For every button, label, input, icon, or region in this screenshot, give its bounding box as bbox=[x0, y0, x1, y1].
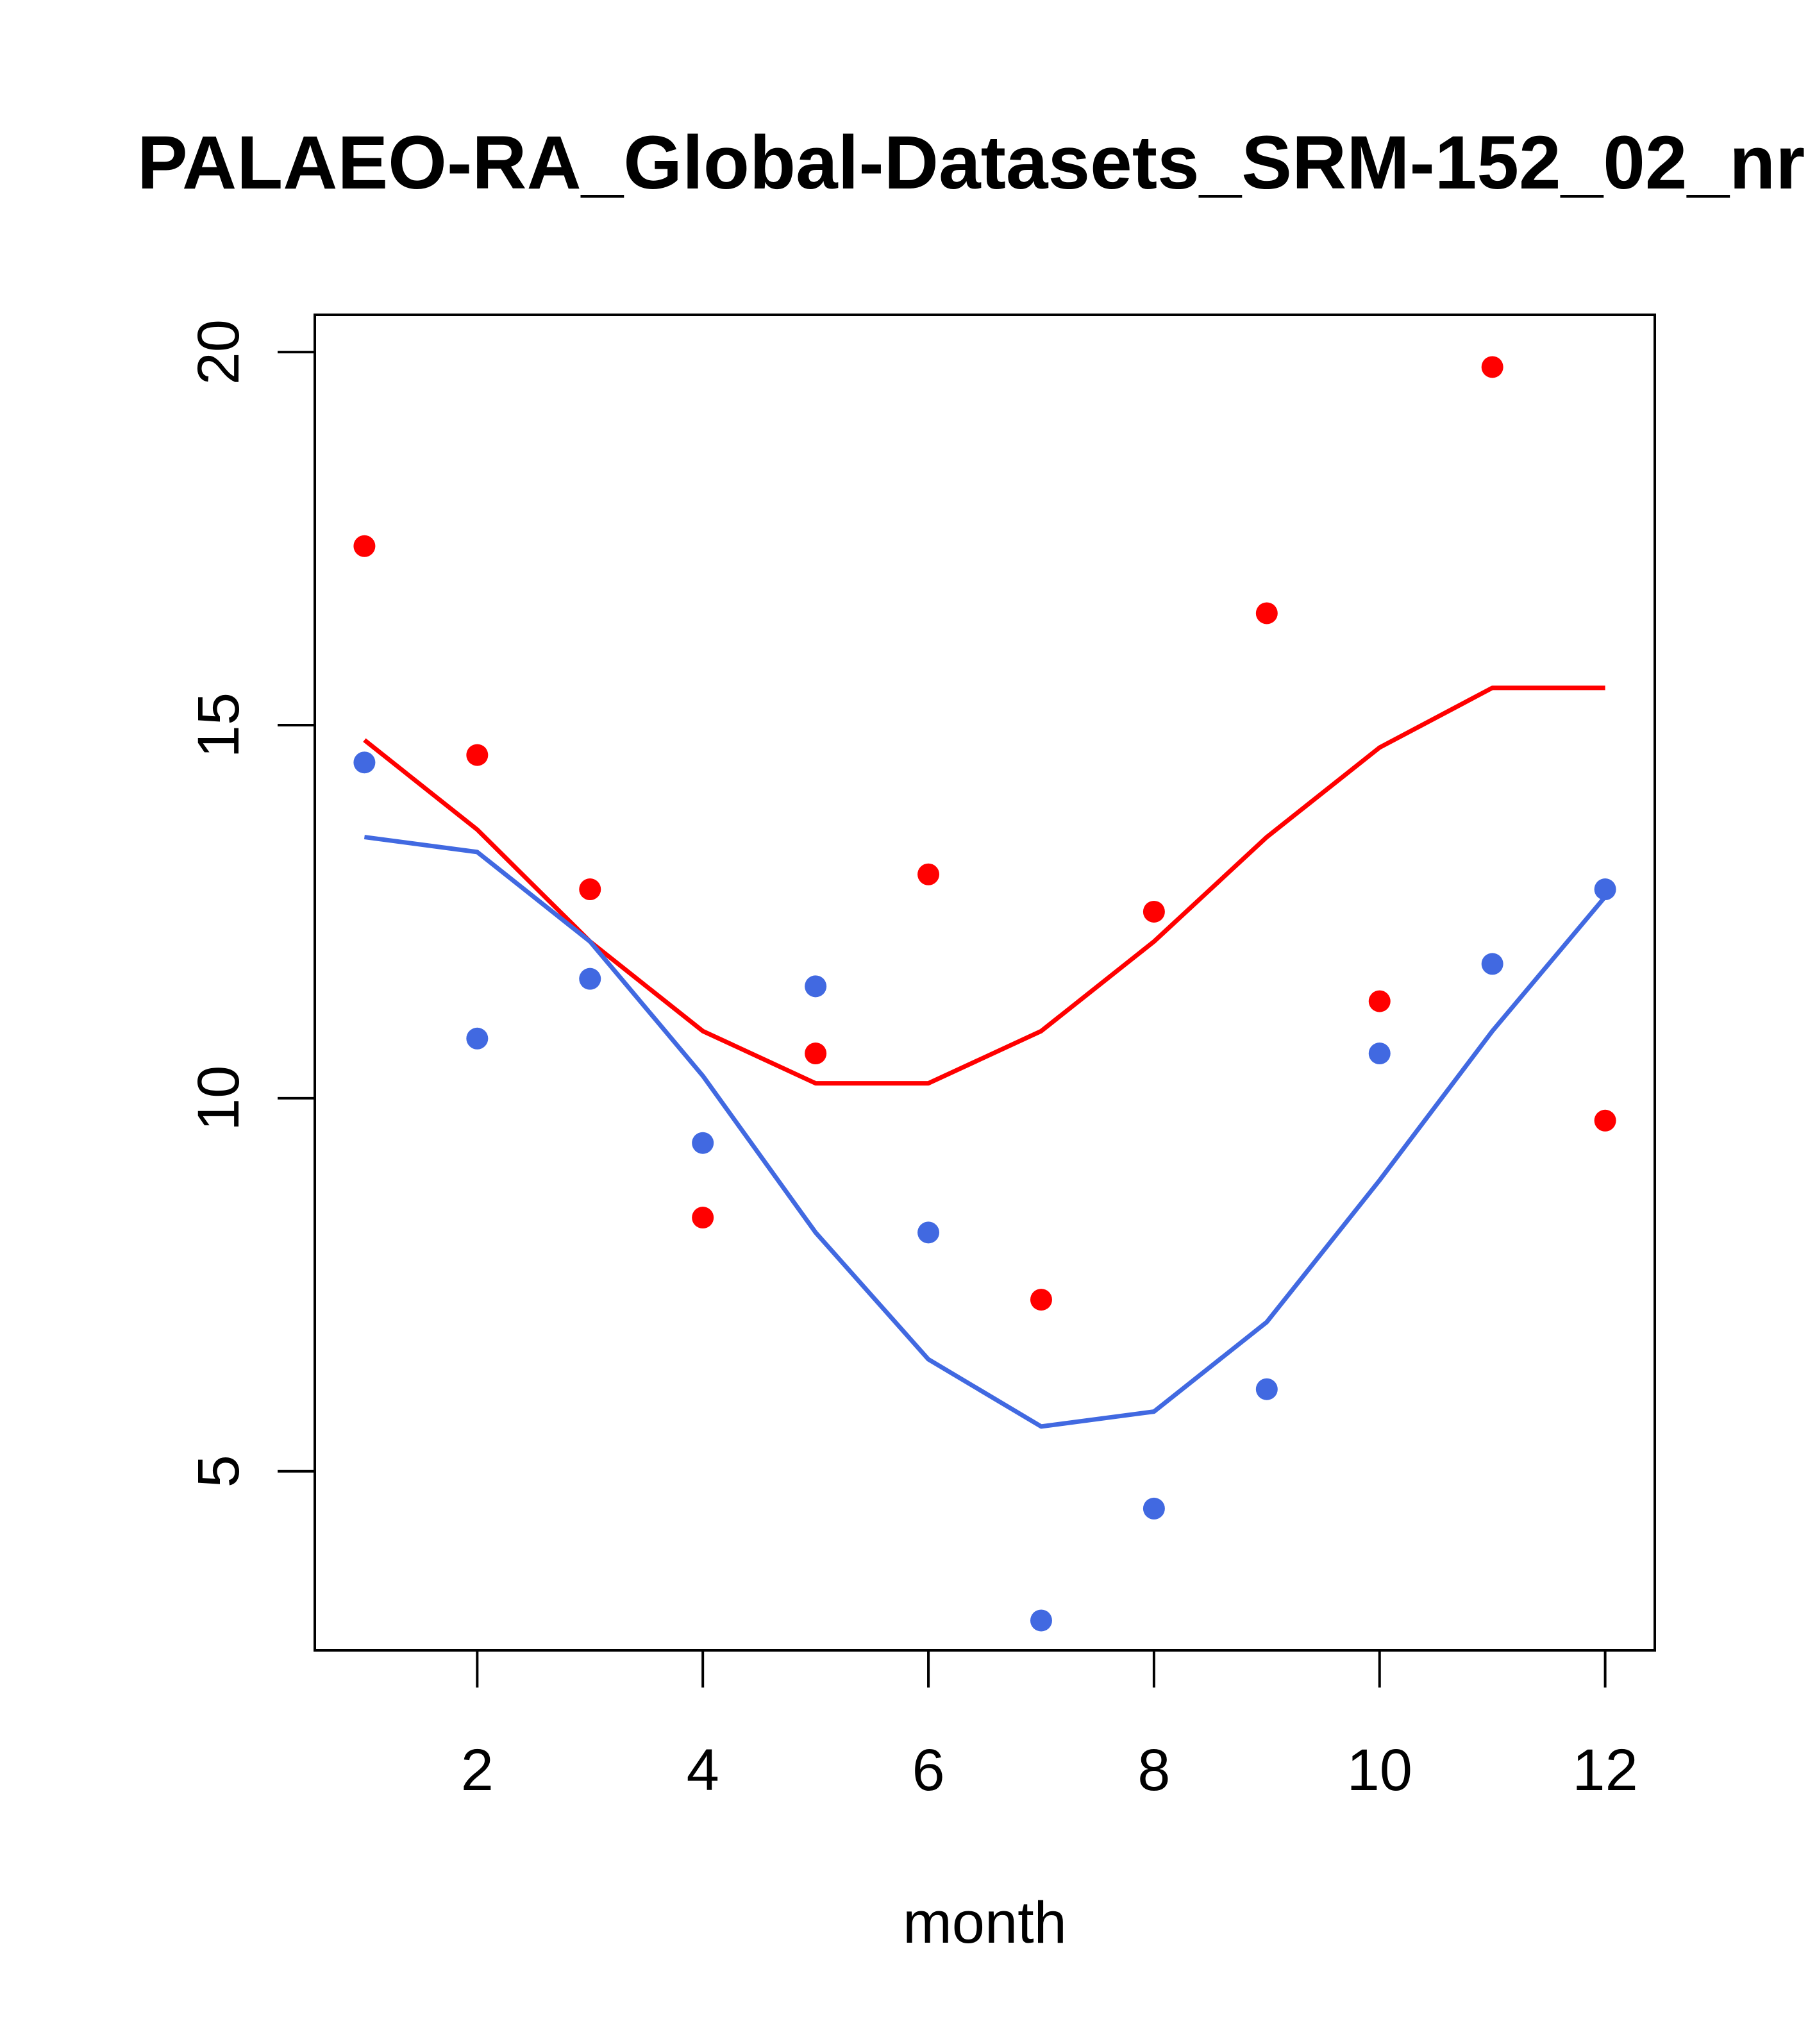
data-point bbox=[917, 863, 940, 885]
x-tick-label: 6 bbox=[912, 1738, 944, 1803]
data-point bbox=[579, 878, 601, 901]
data-point bbox=[1255, 1378, 1278, 1400]
data-point bbox=[917, 1221, 940, 1244]
data-point bbox=[1594, 878, 1616, 901]
data-point bbox=[805, 975, 827, 998]
y-tick-label: 20 bbox=[186, 319, 251, 385]
data-point bbox=[1481, 953, 1503, 975]
data-point bbox=[353, 535, 376, 557]
x-axis: 2 4 6 8 10 12 bbox=[461, 1649, 1638, 1803]
series-line-3 bbox=[364, 835, 1607, 1429]
x-axis-label: month bbox=[903, 1890, 1067, 1956]
data-point bbox=[1481, 356, 1503, 378]
data-point bbox=[692, 1132, 714, 1154]
y-tick-label: 15 bbox=[186, 692, 251, 758]
chart-title: PALAEO-RA_Global-Datasets_SRM-152_02_nr bbox=[137, 121, 1805, 205]
data-point bbox=[353, 751, 376, 774]
data-point bbox=[1030, 1609, 1052, 1632]
y-tick-label: 10 bbox=[186, 1066, 251, 1131]
data-point bbox=[1594, 1109, 1616, 1132]
x-tick-label: 4 bbox=[687, 1738, 719, 1803]
x-tick-label: 2 bbox=[461, 1738, 494, 1803]
y-axis: 5 10 15 20 bbox=[186, 319, 316, 1487]
data-point bbox=[1143, 1497, 1165, 1520]
data-point bbox=[466, 744, 489, 766]
data-point bbox=[805, 1043, 827, 1065]
data-point bbox=[579, 968, 601, 990]
data-point bbox=[1143, 900, 1165, 923]
data-point bbox=[1030, 1289, 1052, 1311]
data-point bbox=[466, 1027, 489, 1050]
x-tick-label: 8 bbox=[1137, 1738, 1170, 1803]
data-point bbox=[1368, 990, 1391, 1012]
x-tick-label: 12 bbox=[1572, 1738, 1637, 1803]
plot-area-frame bbox=[314, 314, 1656, 1652]
series-line-1 bbox=[363, 685, 1605, 1086]
data-point bbox=[1368, 1043, 1391, 1065]
x-tick-label: 10 bbox=[1347, 1738, 1412, 1803]
series-layer bbox=[353, 356, 1616, 1632]
y-tick-label: 5 bbox=[186, 1455, 251, 1487]
data-point bbox=[692, 1207, 714, 1229]
data-point bbox=[1255, 602, 1278, 624]
